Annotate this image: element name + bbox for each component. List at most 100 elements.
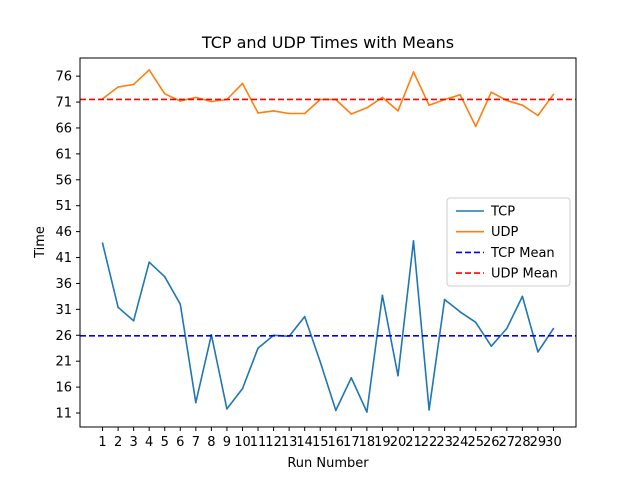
legend-box — [446, 197, 571, 287]
udp-point — [366, 106, 368, 109]
y-tick-label: 31 — [55, 303, 72, 318]
tcp-point — [226, 408, 228, 410]
x-tick-label: 9 — [223, 435, 231, 450]
legend-label-tcp: TCP — [490, 205, 515, 220]
tcp-point — [552, 327, 555, 330]
tcp-point — [117, 306, 119, 309]
y-tick-label: 76 — [55, 70, 72, 85]
y-tick-label: 51 — [55, 199, 72, 214]
tcp-point — [397, 374, 399, 377]
x-tick-label: 1 — [98, 435, 106, 450]
tcp-point — [241, 387, 244, 390]
udp-point — [210, 100, 213, 103]
udp-point — [474, 125, 477, 128]
x-tick-label: 8 — [207, 435, 215, 450]
x-tick-label: 25 — [467, 435, 484, 450]
udp-point — [132, 83, 135, 86]
tcp-point — [350, 376, 353, 379]
udp-point — [288, 112, 290, 115]
x-tick-label: 11 — [250, 435, 267, 450]
tcp-point — [537, 351, 539, 353]
tcp-point — [474, 321, 477, 324]
plot-frame — [79, 57, 577, 428]
udp-point — [350, 113, 353, 115]
tcp-point — [381, 294, 384, 297]
x-tick-label: 30 — [545, 435, 562, 450]
tcp-point — [303, 315, 306, 318]
tcp-point — [163, 275, 166, 278]
udp-point — [521, 104, 524, 106]
x-tick-label: 15 — [312, 435, 329, 450]
udp-point — [490, 91, 493, 94]
x-tick-label: 4 — [145, 435, 153, 450]
y-tick-label: 26 — [55, 329, 72, 344]
x-tick-label: 29 — [530, 435, 547, 450]
tcp-point — [334, 409, 337, 412]
udp-point — [195, 96, 197, 99]
tcp-point — [366, 411, 368, 413]
legend-label-udp-mean: UDP Mean — [491, 267, 558, 282]
udp-point — [257, 112, 259, 114]
udp-point — [552, 93, 555, 96]
tcp-point — [257, 347, 259, 350]
x-tick-label: 13 — [281, 435, 298, 450]
x-tick-label: 2 — [114, 435, 122, 450]
x-tick-label: 18 — [359, 435, 376, 450]
tcp-line — [101, 240, 555, 413]
tcp-point — [148, 261, 150, 263]
y-tick-label: 46 — [55, 225, 72, 240]
x-tick-label: 12 — [265, 435, 282, 450]
y-tick-label: 16 — [55, 381, 72, 396]
x-axis: 1 2 3 4 5 6 7 8 9 10 11 12 13 14 15 16 17 18 19 20 21 22 23 24 2… — [98, 427, 562, 450]
x-tick-label: 26 — [483, 435, 500, 450]
legend-label-tcp-mean: TCP Mean — [490, 246, 555, 261]
tcp-point — [443, 298, 446, 301]
udp-point — [241, 82, 244, 85]
udp-point — [397, 110, 399, 112]
y-axis-label: Time — [33, 226, 48, 259]
udp-point — [179, 100, 182, 102]
tcp-point — [412, 240, 415, 242]
udp-point — [303, 112, 306, 115]
x-tick-label: 3 — [130, 435, 138, 450]
udp-point — [163, 92, 166, 95]
y-tick-label: 21 — [55, 355, 72, 370]
x-tick-label: 14 — [296, 435, 313, 450]
tcp-point — [132, 319, 135, 322]
chart-title: TCP and UDP Times with Means — [201, 33, 454, 52]
udp-point — [412, 71, 415, 73]
udp-point — [272, 110, 275, 112]
x-tick-label: 23 — [436, 435, 453, 450]
y-tick-label: 61 — [55, 147, 72, 162]
y-tick-label: 41 — [55, 251, 72, 266]
tcp-point — [506, 327, 508, 330]
legend: TCP UDP TCP Mean UDP Mean — [446, 197, 571, 287]
y-tick-label: 66 — [55, 121, 72, 136]
x-tick-label: 7 — [192, 435, 200, 450]
x-tick-label: 17 — [343, 435, 360, 450]
x-tick-label: 19 — [374, 435, 391, 450]
x-tick-label: 24 — [452, 435, 469, 450]
udp-point — [117, 86, 119, 88]
x-tick-label: 6 — [176, 435, 184, 450]
tcp-point — [101, 242, 104, 244]
udp-point — [381, 96, 384, 99]
udp-point — [459, 93, 461, 96]
tcp-point — [195, 401, 197, 404]
x-tick-label: 16 — [328, 435, 345, 450]
tcp-point — [459, 311, 461, 313]
y-tick-label: 36 — [55, 277, 72, 292]
y-tick-label: 56 — [55, 173, 72, 188]
x-tick-label: 20 — [390, 435, 407, 450]
y-tick-label: 11 — [55, 407, 72, 422]
legend-label-udp: UDP — [491, 225, 519, 240]
x-tick-label: 28 — [514, 435, 531, 450]
y-axis: 11 16 21 26 31 36 41 46 51 56 61 66 71 76 — [55, 70, 80, 422]
udp-point — [537, 114, 539, 117]
tcp-point — [521, 295, 524, 298]
tcp-point — [319, 360, 322, 363]
plot-series — [80, 69, 576, 413]
tcp-point — [490, 345, 493, 347]
x-tick-label: 5 — [161, 435, 169, 450]
